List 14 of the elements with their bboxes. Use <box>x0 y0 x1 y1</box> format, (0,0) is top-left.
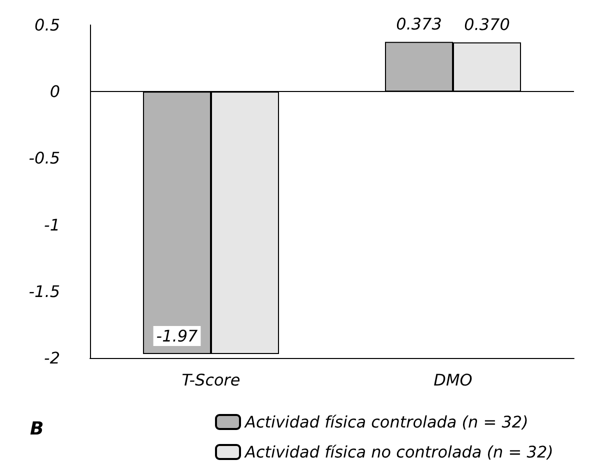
data-label: -1.97 <box>156 326 199 346</box>
legend-label: Actividad física no controlada (n = 32) <box>244 442 554 462</box>
text: B <box>30 418 44 440</box>
y-tick-label: -2 <box>44 348 60 368</box>
y-tick-label: -1.5 <box>28 282 60 301</box>
y-tick-label: -0.5 <box>28 148 60 168</box>
x-tick-label: T-Score <box>182 370 240 390</box>
data-label: 0.373 <box>396 14 442 34</box>
y-tick-label: -1 <box>44 215 60 234</box>
y-tick-label: 0.5 <box>34 16 60 34</box>
x-tick-label: DMO <box>434 370 472 390</box>
y-tick-label: 0 <box>50 82 60 102</box>
data-label: 0.370 <box>464 14 510 34</box>
legend-label: Actividad física controlada (n = 32) <box>244 412 528 432</box>
